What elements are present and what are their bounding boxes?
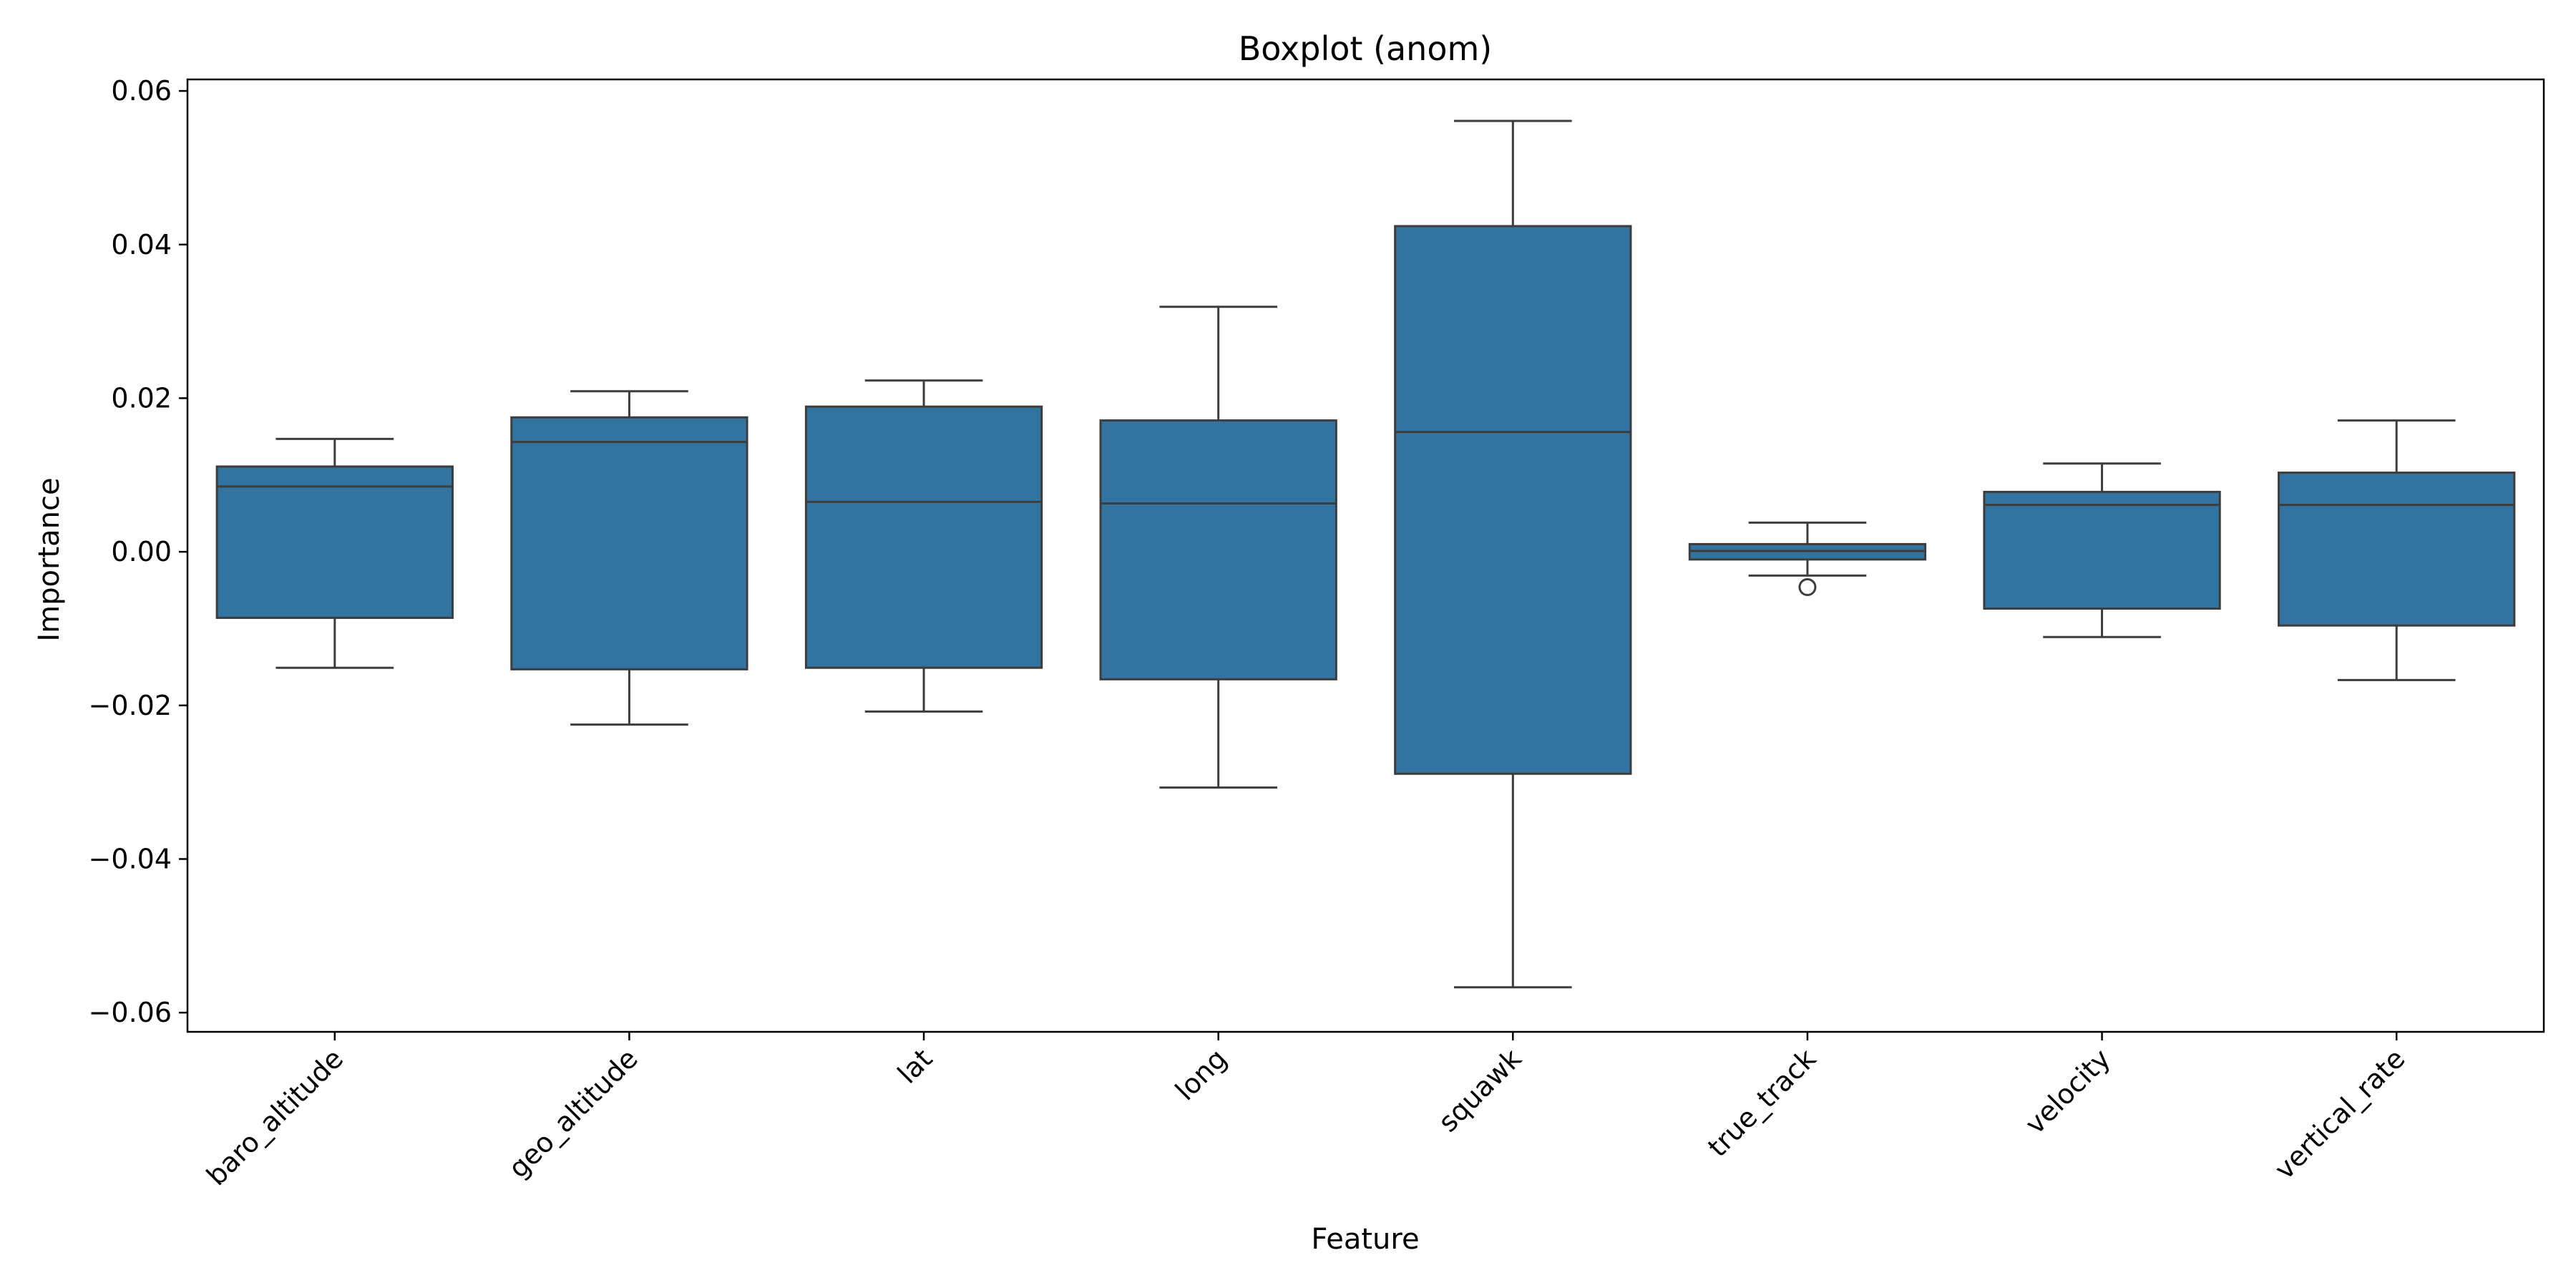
x-tick-label: vertical_rate xyxy=(2268,1043,2411,1185)
box-iqr xyxy=(510,416,748,670)
box-group xyxy=(510,390,748,726)
plot-frame xyxy=(186,78,2545,1033)
box-group xyxy=(1983,462,2221,638)
box-iqr xyxy=(1099,419,1337,680)
box-group xyxy=(2278,419,2516,681)
y-tick-label: 0.00 xyxy=(111,536,172,567)
box-group xyxy=(1099,306,1337,789)
y-tick-label: −0.06 xyxy=(89,997,172,1028)
outlier-point xyxy=(1798,578,1817,597)
box-iqr xyxy=(804,405,1043,669)
box-iqr xyxy=(2278,472,2516,627)
x-tick-label: velocity xyxy=(2019,1043,2117,1140)
x-axis-label: Feature xyxy=(1311,1223,1419,1256)
x-tick-label: lat xyxy=(892,1043,939,1090)
box-group xyxy=(1688,521,1927,597)
chart-title: Boxplot (anom) xyxy=(1239,29,1492,68)
box-iqr xyxy=(215,465,454,619)
box-iqr xyxy=(1394,225,1632,775)
box-group xyxy=(1394,119,1632,989)
y-tick-label: −0.02 xyxy=(89,690,172,721)
x-tick-label: long xyxy=(1169,1043,1233,1106)
x-tick-label: squawk xyxy=(1432,1043,1527,1138)
y-tick-label: 0.02 xyxy=(111,382,172,414)
y-tick-label: 0.06 xyxy=(111,75,172,107)
box-iqr xyxy=(1983,490,2221,610)
x-axis: baro_altitude geo_altitude lat long squawk tr… xyxy=(200,1032,2411,1191)
x-tick-label: baro_altitude xyxy=(200,1043,349,1191)
box-group xyxy=(215,437,454,669)
x-tick-label: true_track xyxy=(1702,1043,1822,1163)
plot-area xyxy=(215,119,2516,989)
y-tick-label: −0.04 xyxy=(89,843,172,874)
y-tick-label: 0.04 xyxy=(111,229,172,260)
box-group xyxy=(804,379,1043,713)
y-axis: −0.06 −0.04 −0.02 0.00 0.02 0.04 0.06 xyxy=(89,75,187,1028)
x-tick-label: geo_altitude xyxy=(502,1043,644,1184)
y-axis-label: Importance xyxy=(33,477,66,641)
